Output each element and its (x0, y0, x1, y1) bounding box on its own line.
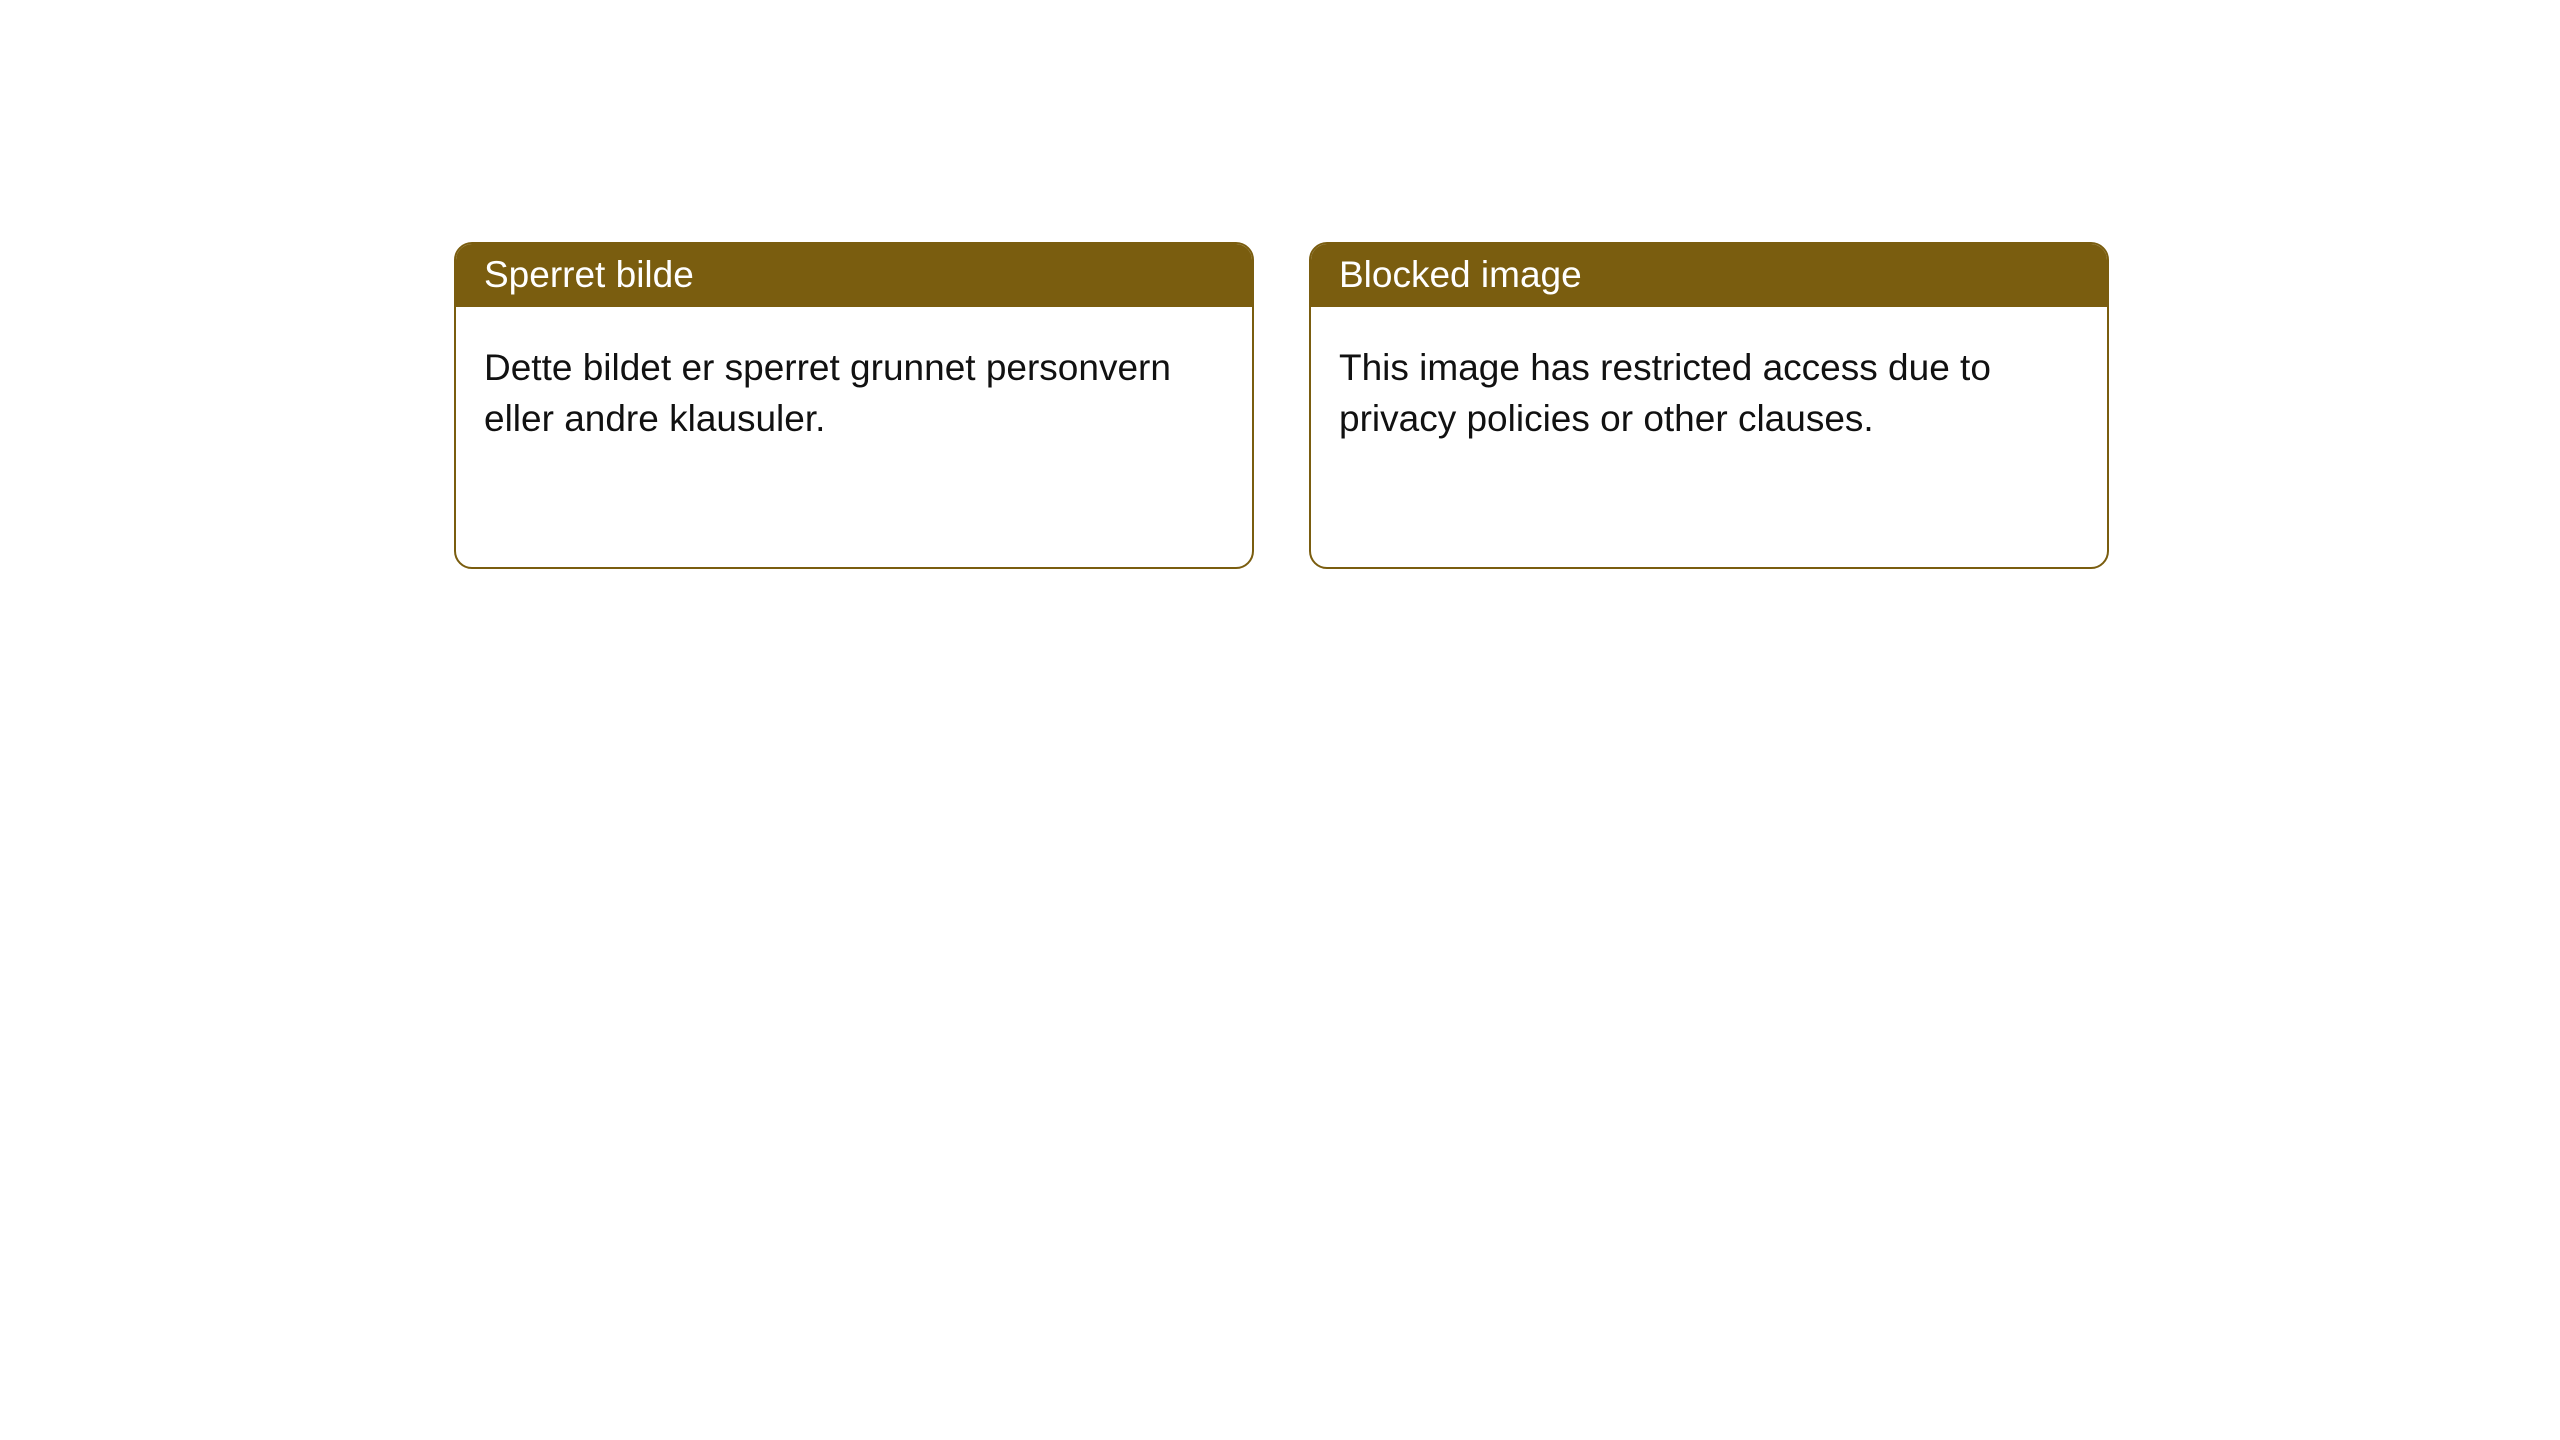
card-header-norwegian: Sperret bilde (456, 244, 1252, 307)
card-text-norwegian: Dette bildet er sperret grunnet personve… (484, 347, 1171, 439)
card-body-norwegian: Dette bildet er sperret grunnet personve… (456, 307, 1252, 472)
card-title-english: Blocked image (1339, 254, 1582, 295)
card-body-english: This image has restricted access due to … (1311, 307, 2107, 472)
card-header-english: Blocked image (1311, 244, 2107, 307)
card-title-norwegian: Sperret bilde (484, 254, 694, 295)
card-english: Blocked image This image has restricted … (1309, 242, 2109, 569)
card-text-english: This image has restricted access due to … (1339, 347, 1991, 439)
card-norwegian: Sperret bilde Dette bildet er sperret gr… (454, 242, 1254, 569)
blocked-image-cards: Sperret bilde Dette bildet er sperret gr… (454, 242, 2109, 569)
